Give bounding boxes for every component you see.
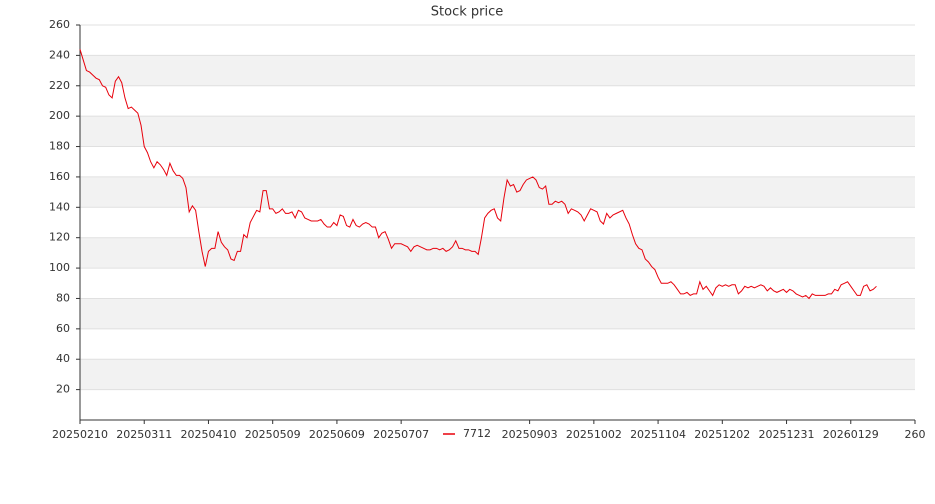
x-tick-label: 20250311 xyxy=(116,428,172,441)
y-tick-label: 200 xyxy=(49,109,70,122)
legend-label: 7712 xyxy=(463,427,491,440)
y-tick-label: 120 xyxy=(49,231,70,244)
x-tick-label: 20250903 xyxy=(502,428,558,441)
y-tick-label: 40 xyxy=(56,352,70,365)
x-tick-label: 20250210 xyxy=(52,428,108,441)
y-tick-label: 100 xyxy=(49,261,70,274)
x-tick-label: 20250707 xyxy=(373,428,429,441)
y-tick-label: 180 xyxy=(49,140,70,153)
y-tick-label: 20 xyxy=(56,383,70,396)
x-tick-label: 20250509 xyxy=(245,428,301,441)
grid-band xyxy=(80,298,915,329)
chart-title: Stock price xyxy=(431,5,503,20)
grid-band xyxy=(80,55,915,86)
y-tick-label: 240 xyxy=(49,48,70,61)
y-tick-label: 220 xyxy=(49,79,70,92)
grid-band xyxy=(80,237,915,269)
grid-band xyxy=(80,359,915,390)
x-tick-label: 20260129 xyxy=(823,428,879,441)
x-tick-label: 260 xyxy=(905,428,926,441)
y-tick-label: 260 xyxy=(49,18,70,31)
y-tick-label: 60 xyxy=(56,322,70,335)
x-tick-label: 20251104 xyxy=(630,428,686,441)
x-tick-label: 20251202 xyxy=(694,428,750,441)
y-tick-label: 140 xyxy=(49,200,70,213)
x-tick-label: 20250410 xyxy=(180,428,236,441)
y-tick-label: 160 xyxy=(49,170,70,183)
x-tick-label: 20251002 xyxy=(566,428,622,441)
grid-band xyxy=(80,176,915,208)
y-tick-label: 80 xyxy=(56,291,70,304)
price-line xyxy=(79,49,877,300)
x-tick-label: 20251231 xyxy=(759,428,815,441)
grid-band xyxy=(80,116,915,147)
x-tick-label: 20250609 xyxy=(309,428,365,441)
